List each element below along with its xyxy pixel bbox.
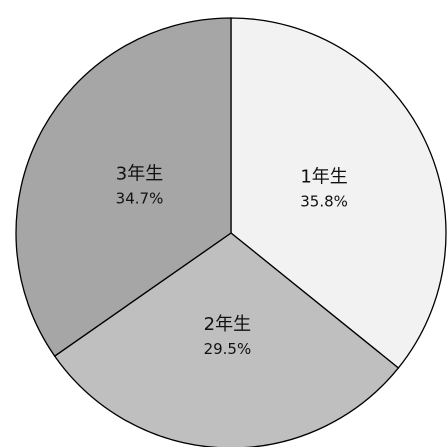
slices-layer — [15, 17, 447, 447]
slice-label-3: 3年生 — [116, 163, 163, 184]
slice-value-label-1: 35.8% — [300, 193, 348, 211]
slice-label-1: 1年生 — [300, 167, 347, 188]
pie-slice-1 — [230, 17, 447, 369]
pie-slice-2 — [53, 232, 400, 447]
slice-value-label-3: 34.7% — [116, 189, 164, 207]
labels-layer: 1年生 35.8% 2年生 29.5% 3年生 34.7% — [116, 163, 348, 358]
pie-slice-3 — [15, 17, 232, 357]
slice-label-2: 2年生 — [204, 314, 251, 335]
slice-value-label-2: 29.5% — [204, 340, 252, 358]
